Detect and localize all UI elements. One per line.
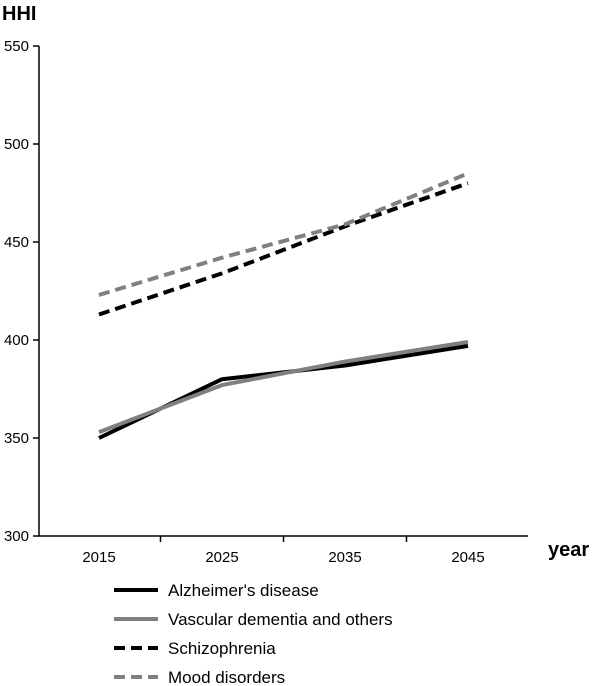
series-lines <box>98 171 469 440</box>
y-ticks: 300 350 400 450 500 550 <box>4 38 39 545</box>
y-tick-label: 450 <box>4 234 29 251</box>
y-tick-label: 400 <box>4 332 29 349</box>
y-tick-label: 500 <box>4 136 29 153</box>
legend: Alzheimer's disease Vascular dementia and… <box>114 581 393 686</box>
legend-label: Vascular dementia and others <box>168 610 393 629</box>
series-line-1 <box>98 343 469 440</box>
y-tick-label: 550 <box>4 38 29 55</box>
x-ticks: 2015 2025 2035 2045 <box>82 536 485 566</box>
series-line-3 <box>98 181 469 317</box>
series-line-4 <box>98 171 469 297</box>
y-axis-title: HHI <box>2 3 36 25</box>
y-tick-label: 300 <box>4 528 29 545</box>
x-tick-label: 2035 <box>328 549 361 566</box>
x-tick-label: 2015 <box>82 549 115 566</box>
x-tick-label: 2045 <box>451 549 484 566</box>
x-axis-title: year <box>548 539 589 561</box>
legend-label: Schizophrenia <box>168 639 276 658</box>
legend-label: Alzheimer's disease <box>168 581 319 600</box>
y-tick-label: 350 <box>4 430 29 447</box>
x-tick-label: 2025 <box>205 549 238 566</box>
legend-label: Mood disorders <box>168 668 285 686</box>
series-line-2 <box>98 339 469 434</box>
